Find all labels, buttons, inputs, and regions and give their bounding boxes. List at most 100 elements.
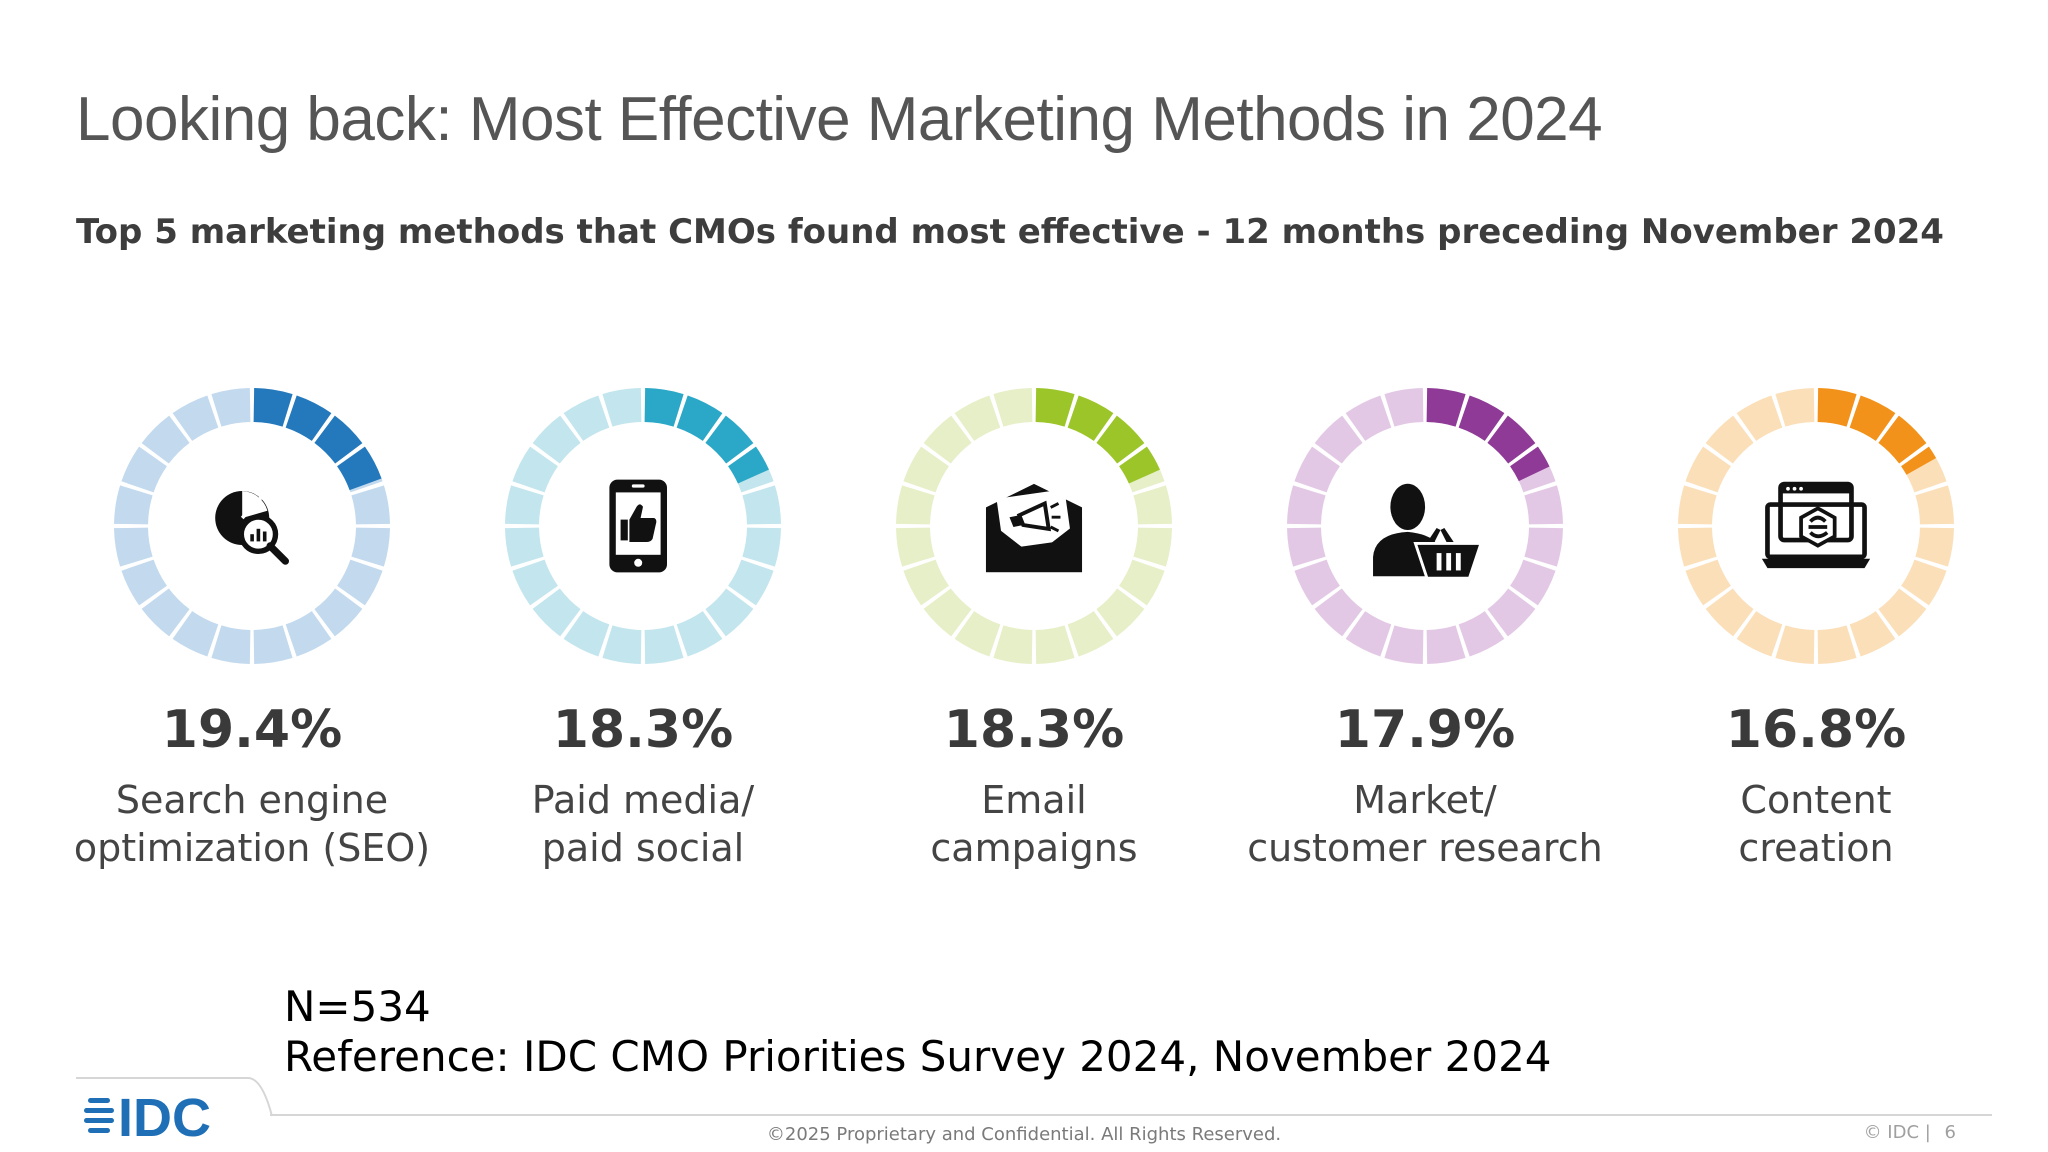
ring-segment <box>563 611 610 657</box>
ring-segment <box>676 611 723 657</box>
donut-ring-content <box>1678 388 1954 664</box>
donut-chart-content <box>1676 386 1956 666</box>
donut-chart-email <box>894 386 1174 666</box>
donut-chart-market-research <box>1285 386 1565 666</box>
ring-segment <box>141 415 190 464</box>
ring-value-segment <box>314 415 363 464</box>
ring-segment <box>337 559 383 606</box>
ring-value-segment <box>1035 388 1075 427</box>
donut-ring-email <box>896 388 1172 664</box>
ring-segment <box>644 625 684 664</box>
donut-ring-market-research <box>1287 388 1563 664</box>
ring-segment <box>742 485 781 525</box>
slide-title: Looking back: Most Effective Marketing M… <box>76 85 1603 154</box>
ring-value-segment <box>1901 446 1937 475</box>
ring-segment <box>505 527 544 567</box>
category-label-line2: customer research <box>1247 826 1603 870</box>
ring-segment <box>1775 388 1815 427</box>
ring-segment <box>1487 588 1536 637</box>
category-label-line2: creation <box>1738 826 1894 870</box>
ring-segment <box>1384 388 1424 427</box>
ring-segment <box>903 559 949 606</box>
ring-segment <box>1426 625 1466 664</box>
ring-value-segment <box>285 395 332 441</box>
idc-logo: IDC <box>84 1088 211 1144</box>
ring-value-segment <box>1119 446 1160 484</box>
donut-ring-paid-media <box>505 388 781 664</box>
category-label-line1: Email <box>981 778 1087 822</box>
ring-segment <box>114 485 153 525</box>
ring-segment <box>211 388 251 427</box>
page-brand: © IDC | <box>1863 1122 1931 1143</box>
ring-segment <box>1817 625 1857 664</box>
ring-segment <box>1915 527 1954 567</box>
category-label-line1: Search engine <box>115 778 389 822</box>
ring-segment <box>1878 588 1927 637</box>
ring-segment <box>1294 446 1340 493</box>
category-label-line1: Content <box>1740 778 1892 822</box>
ring-segment <box>896 527 935 567</box>
value-label-email: 18.3% <box>943 700 1125 760</box>
customer-basket-icon <box>1373 483 1483 580</box>
ring-segment <box>1705 588 1754 637</box>
ring-value-segment <box>1878 415 1927 464</box>
smartphone-thumbs-up-icon <box>609 479 667 573</box>
ring-segment <box>532 588 581 637</box>
slide-subtitle: Top 5 marketing methods that CMOs found … <box>76 212 1944 252</box>
ring-segment <box>351 527 390 567</box>
category-label-line2: campaigns <box>930 826 1138 870</box>
ring-segment <box>1458 611 1505 657</box>
ring-segment <box>705 588 754 637</box>
ring-segment <box>172 611 219 657</box>
category-label-seo: Search engine optimization (SEO) <box>62 776 442 872</box>
category-label-content: Content creation <box>1626 776 2006 872</box>
ring-segment <box>602 625 642 664</box>
ring-segment <box>1345 611 1392 657</box>
category-label-line1: Market/ <box>1353 778 1497 822</box>
ring-segment <box>923 415 972 464</box>
ring-segment <box>1685 446 1731 493</box>
ring-segment <box>1384 625 1424 664</box>
ring-segment <box>1294 559 1340 606</box>
ring-value-segment <box>1067 395 1114 441</box>
ring-segment <box>728 559 774 606</box>
ring-segment <box>602 388 642 427</box>
ring-segment <box>211 625 251 664</box>
email-megaphone-icon <box>985 483 1083 573</box>
ring-segment <box>1314 415 1363 464</box>
ring-segment <box>1510 559 1556 606</box>
copyright-text: ©2025 Proprietary and Confidential. All … <box>766 1124 1282 1145</box>
ring-segment <box>1685 559 1731 606</box>
ring-segment <box>1736 395 1783 441</box>
value-label-content: 16.8% <box>1725 700 1907 760</box>
ring-segment <box>993 388 1033 427</box>
value-label-market-research: 17.9% <box>1334 700 1516 760</box>
category-label-line2: optimization (SEO) <box>73 826 431 870</box>
ring-segment <box>954 395 1001 441</box>
ring-segment <box>1035 625 1075 664</box>
category-label-market-research: Market/ customer research <box>1235 776 1615 872</box>
donut-ring-seo <box>114 388 390 664</box>
ring-segment <box>1705 415 1754 464</box>
category-label-email: Email campaigns <box>844 776 1224 872</box>
category-label-line2: paid social <box>541 826 745 870</box>
ring-segment <box>742 527 781 567</box>
ring-value-segment <box>1510 446 1550 482</box>
ring-segment <box>923 588 972 637</box>
ring-value-segment <box>337 446 382 491</box>
donut-chart-seo <box>112 386 392 666</box>
ring-segment <box>1775 625 1815 664</box>
ring-value-segment <box>1096 415 1145 464</box>
ring-segment <box>1915 485 1954 525</box>
ring-segment <box>114 527 153 567</box>
reference-note: Reference: IDC CMO Priorities Survey 202… <box>284 1032 1552 1081</box>
page-number: 6 <box>1944 1122 1956 1143</box>
ring-segment <box>172 395 219 441</box>
footer-divider-curve <box>76 1077 273 1117</box>
ring-segment <box>1287 527 1326 567</box>
ring-value-segment <box>1849 395 1896 441</box>
donut-chart-paid-media <box>503 386 783 666</box>
value-label-paid-media: 18.3% <box>552 700 734 760</box>
ring-segment <box>1345 395 1392 441</box>
ring-value-segment <box>705 415 754 464</box>
